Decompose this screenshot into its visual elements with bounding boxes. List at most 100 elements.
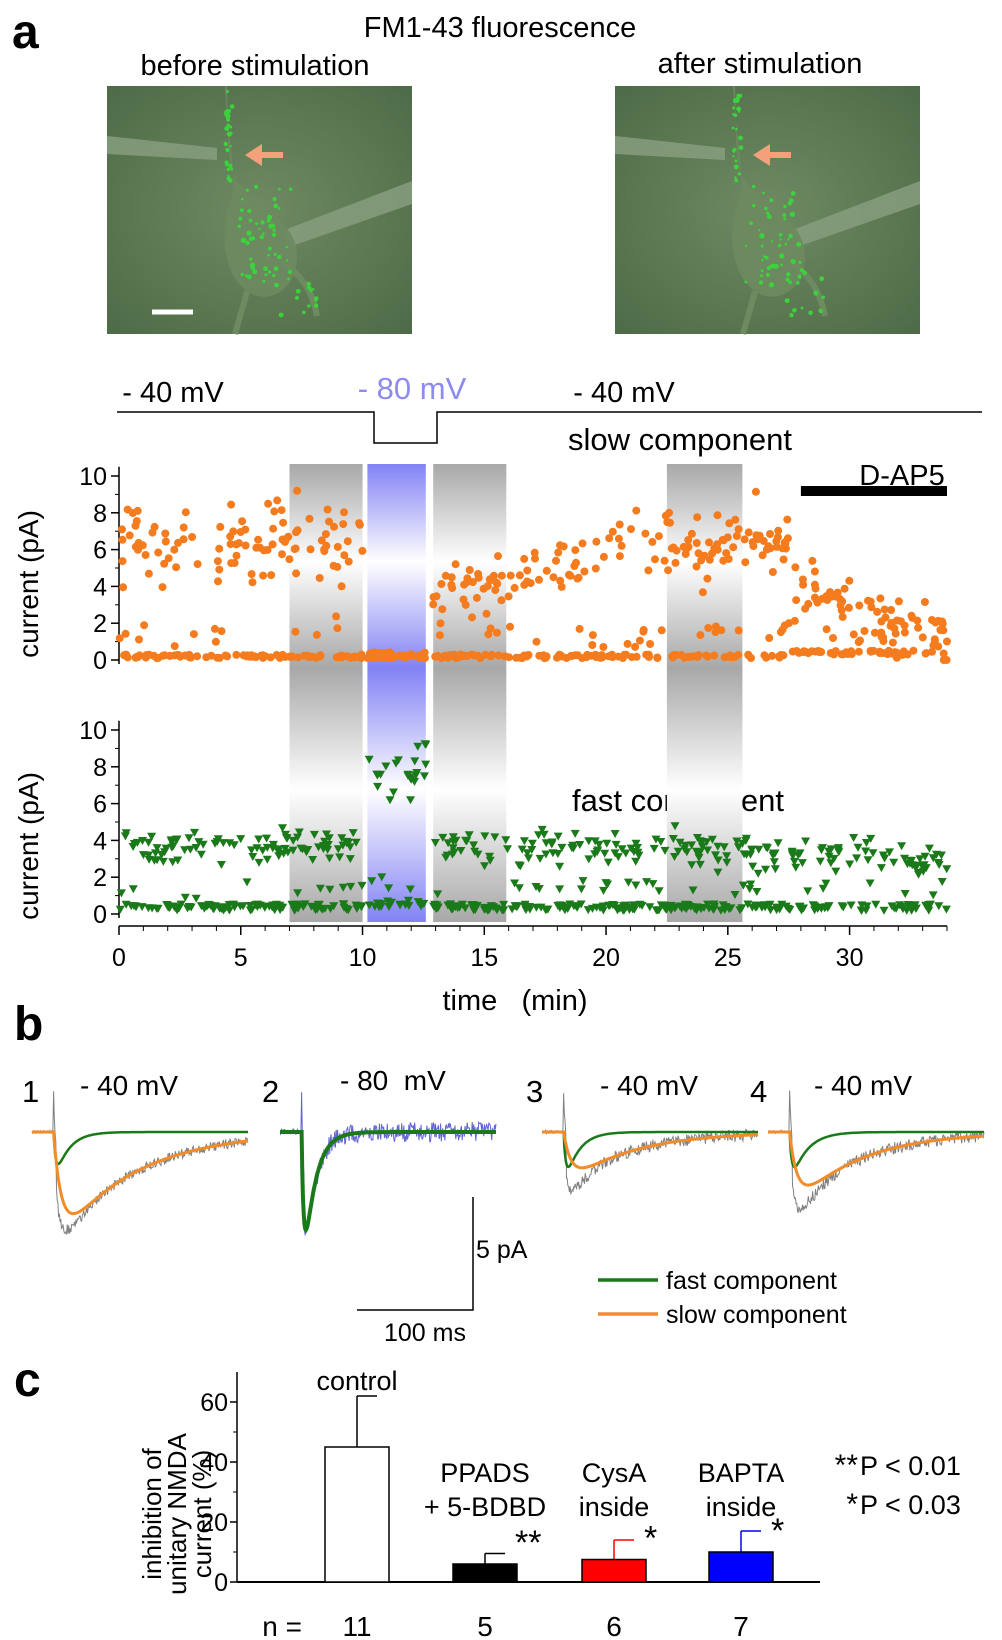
fast-point: [548, 849, 558, 858]
fast-point: [413, 898, 423, 907]
slow-point: [608, 653, 617, 662]
fast-point: [629, 848, 639, 856]
category-label: control: [316, 1366, 397, 1396]
slow-point: [578, 654, 587, 663]
p-stars-1: **: [835, 1449, 859, 1482]
x-tick-label: 30: [836, 944, 864, 972]
x-axis-label: time (min): [443, 985, 588, 1017]
fast-point: [293, 889, 303, 898]
fast-point: [212, 838, 222, 846]
fast-point: [283, 848, 293, 857]
slow-point: [661, 511, 670, 520]
fast-point: [862, 902, 872, 911]
scale-x-label: 100 ms: [384, 1319, 466, 1347]
slow-point: [549, 573, 558, 582]
slow-point: [474, 573, 483, 582]
slow-point: [285, 555, 294, 564]
panel-b-letter: b: [14, 998, 43, 1051]
fast-point: [389, 788, 398, 797]
slow-point: [732, 532, 741, 540]
fast-point: [236, 835, 246, 844]
slow-point: [725, 519, 734, 528]
fast-point: [770, 865, 780, 874]
slow-point: [236, 528, 245, 536]
fast-point: [756, 901, 766, 910]
slow-point: [556, 576, 565, 585]
fast-point: [921, 864, 931, 873]
fast-point: [578, 877, 588, 886]
slow-point: [291, 627, 300, 636]
slow-point: [766, 544, 775, 553]
fast-fit-trace: [280, 1130, 496, 1234]
fast-point: [501, 836, 511, 845]
fast-point: [367, 877, 377, 886]
fast-point: [245, 906, 255, 915]
fast-point: [184, 834, 194, 843]
slow-point: [849, 630, 858, 639]
slow-window-3: [433, 464, 507, 668]
slow-point: [259, 571, 268, 580]
slow-point: [119, 583, 128, 592]
fast-y-tick-label: 6: [93, 791, 107, 819]
slow-point: [677, 651, 686, 659]
slow-point: [870, 628, 879, 637]
slow-point: [215, 544, 224, 553]
slow-point: [160, 651, 169, 660]
slow-point: [312, 630, 321, 639]
chart-title-slow: slow component: [568, 422, 792, 457]
fast-point: [152, 904, 162, 913]
fast-point: [173, 856, 183, 865]
slow-point: [121, 629, 130, 638]
fast-point: [613, 906, 622, 915]
fast-fit-trace: [32, 1130, 248, 1166]
fast-point: [824, 847, 834, 856]
fast-point: [176, 900, 186, 909]
slow-y-tick-label: 4: [93, 573, 107, 601]
fast-point: [649, 844, 659, 853]
fast-point: [769, 858, 779, 867]
trace-voltage-4: - 40 mV: [814, 1070, 912, 1101]
bar-chart-ylabel: inhibition of unitary NMDA current (%): [137, 1432, 217, 1594]
fast-point: [829, 854, 839, 863]
fast-point: [754, 845, 764, 854]
fast-point: [720, 906, 730, 915]
slow-y-tick-label: 8: [93, 500, 107, 528]
fast-point: [115, 905, 125, 914]
slow-point: [622, 650, 631, 659]
fast-point: [469, 841, 479, 850]
fast-point: [168, 858, 178, 867]
fast-point: [262, 834, 272, 843]
fast-point: [631, 839, 641, 848]
fast-point: [116, 889, 126, 898]
voltage-protocol-line: [117, 411, 982, 444]
fast-point: [868, 849, 878, 858]
fast-point: [480, 832, 490, 841]
fast-point: [889, 858, 899, 867]
slow-point: [694, 549, 703, 558]
fast-point: [543, 905, 553, 914]
fast-point: [772, 904, 782, 913]
slow-point: [627, 525, 635, 534]
fast-point: [273, 847, 283, 856]
slow-point: [552, 556, 560, 565]
fast-point: [323, 846, 333, 854]
slow-point: [447, 573, 456, 582]
slow-point: [358, 546, 367, 555]
fast-point: [618, 902, 628, 911]
fast-point: [324, 834, 334, 843]
slow-point: [639, 626, 648, 634]
fast-point: [128, 885, 138, 894]
fast-point: [128, 843, 138, 851]
fast-point: [309, 830, 319, 839]
fast-point: [152, 844, 162, 853]
slow-point: [278, 550, 286, 559]
fast-point: [932, 850, 941, 859]
n-value: 7: [733, 1611, 749, 1640]
slow-point: [792, 647, 801, 655]
slow-point: [734, 525, 743, 534]
before-stimulation-label: before stimulation: [141, 50, 370, 82]
slow-point: [181, 508, 190, 517]
slow-point: [504, 653, 513, 662]
fast-point: [600, 849, 610, 858]
